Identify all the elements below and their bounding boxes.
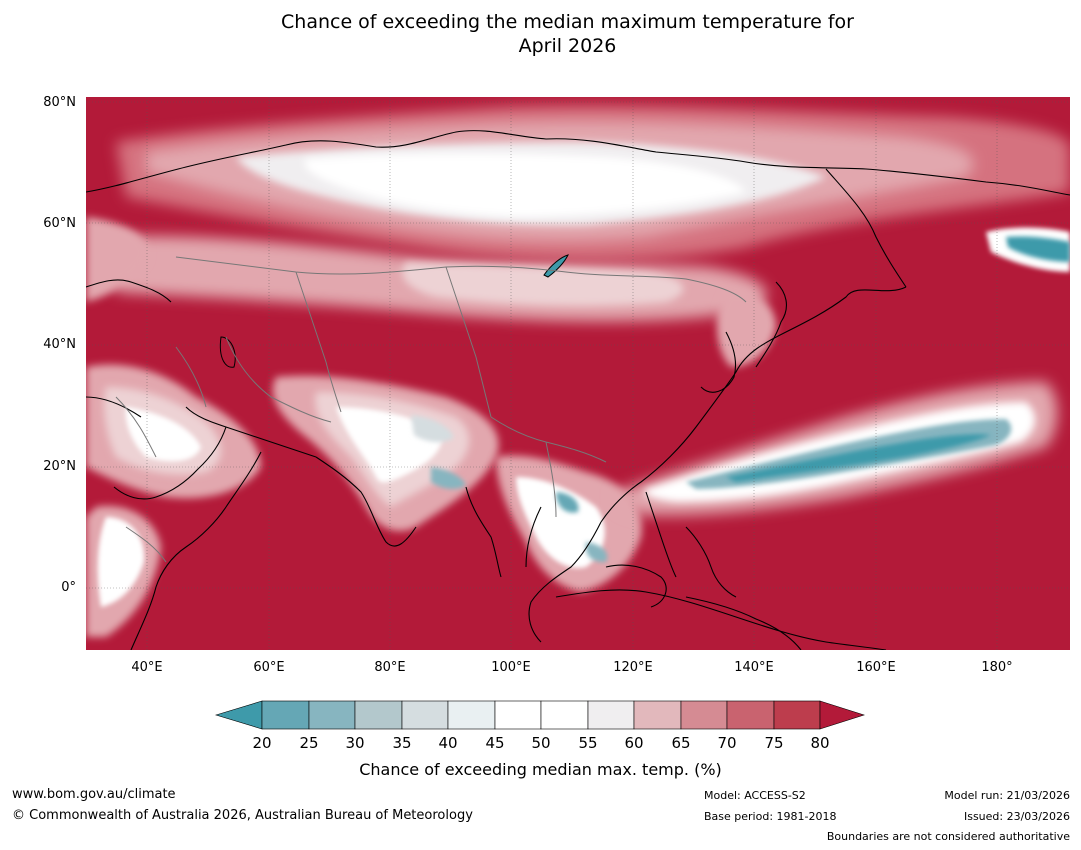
colorbar-tick-25: 25 xyxy=(299,734,319,752)
colorbar-tick-50: 50 xyxy=(531,734,551,752)
colorbar-bin-20-25 xyxy=(261,700,310,730)
colorbar-tick-75: 75 xyxy=(764,734,784,752)
map-svg xyxy=(86,97,1070,650)
colorbar-bin-65-70 xyxy=(680,700,728,730)
colorbar-bin-55-60 xyxy=(587,700,635,730)
lon-label-60e: 60°E xyxy=(253,660,285,675)
lat-label-80n: 80°N xyxy=(43,95,76,110)
colorbar-tick-65: 65 xyxy=(671,734,691,752)
japan-region xyxy=(716,291,776,367)
siberia-region xyxy=(116,105,1070,261)
arabia-region xyxy=(86,364,261,637)
chart-title: Chance of exceeding the median maximum t… xyxy=(0,10,1081,58)
lon-label-100e: 100°E xyxy=(491,660,531,675)
footer-base-period: Base period: 1981-2018 xyxy=(704,810,837,823)
lon-label-140e: 140°E xyxy=(734,660,774,675)
title-line-2: April 2026 xyxy=(518,35,617,57)
lat-label-40n: 40°N xyxy=(43,337,76,352)
lon-label-40e: 40°E xyxy=(131,660,163,675)
footer-issued: Issued: 23/03/2026 xyxy=(963,810,1070,823)
lon-label-80e: 80°E xyxy=(374,660,406,675)
lon-label-160e: 160°E xyxy=(856,660,896,675)
colorbar-bin-25-30 xyxy=(308,700,356,730)
lake-baikal xyxy=(543,254,569,278)
colorbar-bin-70-75 xyxy=(726,700,775,730)
colorbar-extend-low xyxy=(214,700,263,730)
lon-label-120e: 120°E xyxy=(613,660,653,675)
lon-label-180: 180° xyxy=(981,660,1013,675)
graticule xyxy=(86,97,1070,650)
colorbar-bin-45-50 xyxy=(494,700,542,730)
colorbar-tick-35: 35 xyxy=(392,734,412,752)
footer-model: Model: ACCESS-S2 xyxy=(704,789,806,802)
south-asia-region xyxy=(272,375,499,531)
country-borders xyxy=(115,256,747,563)
colorbar-tick-80: 80 xyxy=(810,734,830,752)
colorbar-bin-50-55 xyxy=(540,700,589,730)
colorbar-extend-high xyxy=(819,700,865,730)
colorbar-tick-30: 30 xyxy=(345,734,365,752)
colorbar xyxy=(214,700,865,730)
colorbar-tick-40: 40 xyxy=(438,734,458,752)
title-line-1: Chance of exceeding the median maximum t… xyxy=(281,11,854,33)
colorbar-bin-40-45 xyxy=(447,700,496,730)
colorbar-tick-45: 45 xyxy=(485,734,505,752)
colorbar-tick-70: 70 xyxy=(717,734,737,752)
footer-url[interactable]: www.bom.gov.au/climate xyxy=(12,787,176,802)
caspian-sea xyxy=(219,336,236,368)
pacific-cool-band xyxy=(614,382,1058,516)
coastlines xyxy=(86,130,1070,650)
colorbar-label: Chance of exceeding median max. temp. (%… xyxy=(359,760,722,779)
lat-label-60n: 60°N xyxy=(43,216,76,231)
southeast-asia-region xyxy=(431,455,642,592)
colorbar-tick-20: 20 xyxy=(252,734,272,752)
colorbar-tick-55: 55 xyxy=(578,734,598,752)
colorbar-bin-60-65 xyxy=(633,700,682,730)
lat-label-20n: 20°N xyxy=(43,459,76,474)
forecast-map xyxy=(86,97,1070,650)
lat-label-0: 0° xyxy=(61,580,76,595)
footer-copyright: © Commonwealth of Australia 2026, Austra… xyxy=(12,808,473,823)
footer-disclaimer: Boundaries are not considered authoritat… xyxy=(826,830,1070,843)
colorbar-bin-75-80 xyxy=(773,700,821,730)
colorbar-bin-35-40 xyxy=(401,700,449,730)
north-pacific-cool-patch xyxy=(986,227,1070,272)
footer-model-run: Model run: 21/03/2026 xyxy=(944,789,1070,802)
central-asia-band xyxy=(86,217,767,322)
colorbar-bin-30-35 xyxy=(354,700,403,730)
colorbar-tick-60: 60 xyxy=(624,734,644,752)
